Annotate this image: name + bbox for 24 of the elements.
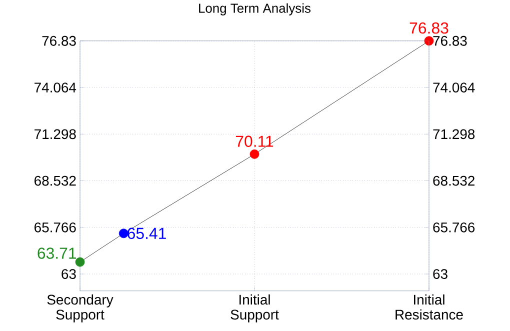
y2-tick-label: 65.766 (433, 222, 475, 232)
y-tick-label: 63 (62, 269, 76, 280)
data-label: 70.11 (236, 136, 274, 148)
y2-tick-label: 74.064 (433, 82, 475, 93)
y-tick-label: 71.298 (34, 129, 76, 140)
data-label: 76.83 (410, 22, 448, 34)
point (75, 257, 85, 267)
x-tick-label: Secondary Support (47, 294, 114, 322)
y2-tick-label: 68.532 (433, 176, 474, 186)
x-tick-label: Initial Resistance (396, 294, 463, 320)
y-tick-label: 68.532 (34, 176, 76, 186)
data-label: 65.41 (128, 228, 166, 240)
point (424, 36, 434, 46)
y2-tick-label: 76.83 (433, 36, 467, 46)
y2-tick-label: 71.298 (433, 129, 475, 140)
data-label: 63.71 (38, 248, 76, 259)
y2-tick-label: 63 (433, 269, 448, 280)
y-tick-label: 74.064 (34, 82, 76, 93)
chart-title: Long Term Analysis (199, 3, 311, 16)
x-tick-label: Initial Support (230, 294, 279, 322)
y-tick-label: 76.83 (42, 36, 76, 46)
point (118, 228, 128, 238)
y-tick-label: 65.766 (34, 222, 76, 232)
point (250, 150, 260, 159)
